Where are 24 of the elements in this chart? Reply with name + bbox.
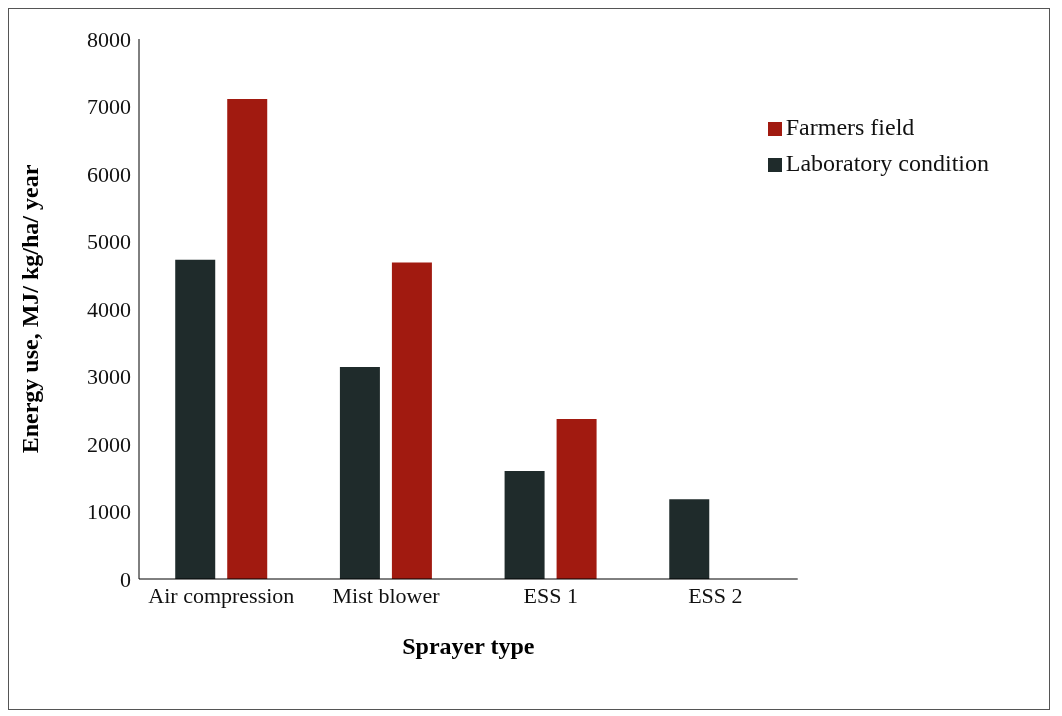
bar bbox=[669, 499, 710, 579]
y-tick-label: 0 bbox=[120, 566, 131, 592]
x-axis-title: Sprayer type bbox=[402, 633, 535, 659]
y-tick-label: 6000 bbox=[87, 161, 131, 187]
legend-label: Laboratory condition bbox=[785, 150, 989, 176]
y-tick-label: 7000 bbox=[87, 94, 131, 120]
y-tick-label: 1000 bbox=[87, 499, 131, 525]
x-tick-label: ESS 2 bbox=[688, 582, 743, 608]
bar bbox=[339, 367, 380, 579]
y-tick-label: 4000 bbox=[87, 296, 131, 322]
y-tick-label: 5000 bbox=[87, 229, 131, 255]
y-tick-label: 8000 bbox=[87, 26, 131, 52]
bar bbox=[227, 99, 268, 579]
x-tick-label: Air compression bbox=[148, 582, 295, 608]
bar bbox=[504, 471, 545, 579]
x-tick-label: ESS 1 bbox=[523, 582, 578, 608]
y-tick-label: 3000 bbox=[87, 364, 131, 390]
x-tick-label: Mist blower bbox=[332, 582, 441, 608]
bar bbox=[391, 262, 432, 579]
legend-label: Farmers field bbox=[785, 114, 915, 140]
y-axis-title: Energy use, MJ/ kg/ha/ year bbox=[16, 164, 43, 454]
bar bbox=[556, 419, 597, 579]
bar bbox=[175, 259, 216, 579]
y-tick-label: 2000 bbox=[87, 431, 131, 457]
